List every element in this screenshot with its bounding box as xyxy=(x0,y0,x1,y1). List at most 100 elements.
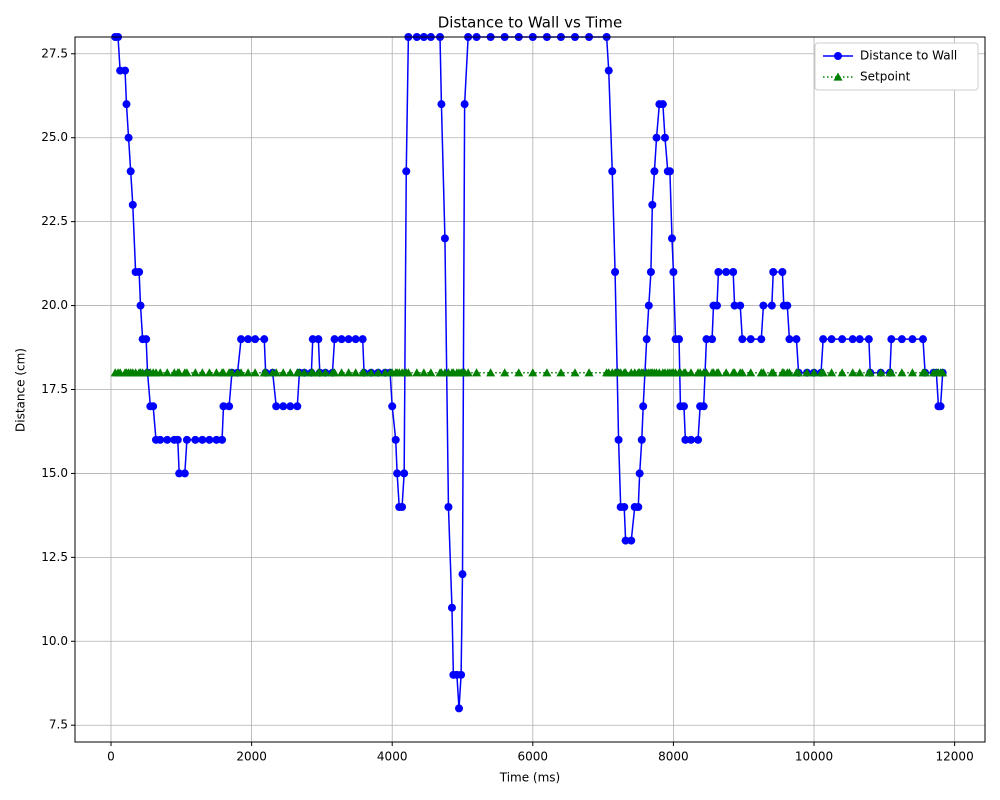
data-point xyxy=(388,402,397,411)
legend-marker xyxy=(834,52,842,60)
data-point xyxy=(604,66,613,75)
data-point xyxy=(584,368,594,377)
data-point xyxy=(936,402,945,411)
data-point xyxy=(237,335,246,344)
data-point xyxy=(344,368,354,377)
data-point xyxy=(757,335,766,344)
data-point xyxy=(261,368,271,377)
data-point xyxy=(314,335,323,344)
data-point xyxy=(865,368,875,377)
data-point xyxy=(809,368,819,377)
data-point xyxy=(440,234,449,243)
data-point xyxy=(182,368,192,377)
data-point xyxy=(694,435,703,444)
data-point xyxy=(838,335,847,344)
data-point xyxy=(897,335,906,344)
data-point xyxy=(650,167,659,176)
data-point xyxy=(486,368,496,377)
data-point xyxy=(637,435,646,444)
x-tick-label: 6000 xyxy=(518,750,549,764)
data-point xyxy=(373,368,383,377)
data-point xyxy=(702,335,711,344)
plot-frame xyxy=(74,36,986,743)
data-point xyxy=(225,402,234,411)
data-point xyxy=(542,368,552,377)
data-point xyxy=(358,335,367,344)
legend-label: Distance to Wall xyxy=(860,49,957,63)
data-point xyxy=(308,335,317,344)
data-point xyxy=(627,536,636,545)
data-point xyxy=(767,301,776,310)
data-point xyxy=(675,335,684,344)
data-point xyxy=(699,402,708,411)
data-point xyxy=(204,368,214,377)
data-point xyxy=(759,301,768,310)
data-point xyxy=(182,435,191,444)
data-point xyxy=(714,268,723,276)
data-point xyxy=(419,368,429,377)
data-point xyxy=(827,368,837,377)
data-point xyxy=(391,435,400,444)
legend-label: Setpoint xyxy=(860,70,911,84)
data-point xyxy=(463,368,473,377)
data-point xyxy=(644,301,653,310)
data-point xyxy=(768,368,778,377)
data-point xyxy=(205,435,214,444)
data-point xyxy=(219,402,228,411)
data-point xyxy=(570,368,580,377)
data-point xyxy=(737,368,747,377)
data-point xyxy=(236,368,246,377)
data-point xyxy=(639,402,648,411)
data-point xyxy=(938,368,948,377)
y-tick-label: 27.5 xyxy=(41,46,68,60)
data-point xyxy=(299,368,309,377)
data-point xyxy=(819,335,828,344)
data-point xyxy=(848,368,858,377)
data-point xyxy=(528,368,538,377)
y-axis-label: Distance (cm) xyxy=(14,348,28,432)
data-point xyxy=(918,335,927,344)
data-point xyxy=(278,368,288,377)
data-point xyxy=(457,670,466,679)
data-point xyxy=(330,368,340,377)
data-point xyxy=(447,603,456,612)
data-point xyxy=(713,368,723,377)
data-point xyxy=(614,435,623,444)
data-point xyxy=(738,335,747,344)
data-point xyxy=(646,268,655,276)
data-point xyxy=(244,335,253,344)
data-point xyxy=(121,66,130,75)
data-point xyxy=(721,368,731,377)
data-point xyxy=(126,167,135,176)
data-point xyxy=(794,368,804,377)
data-point xyxy=(403,368,413,377)
data-point xyxy=(713,301,722,310)
data-point xyxy=(136,301,145,310)
data-point xyxy=(648,200,657,209)
data-point xyxy=(175,469,184,478)
data-point xyxy=(827,335,836,344)
data-point xyxy=(769,268,778,276)
data-point xyxy=(454,704,463,713)
data-point xyxy=(784,368,794,377)
data-point xyxy=(620,503,629,511)
data-point xyxy=(156,435,165,444)
data-point xyxy=(778,268,787,276)
data-point xyxy=(460,100,469,109)
y-tick-label: 15.0 xyxy=(41,466,68,480)
legend-marker xyxy=(833,72,843,81)
data-point xyxy=(908,335,917,344)
x-tick-label: 8000 xyxy=(658,750,689,764)
data-point xyxy=(330,335,339,344)
data-point xyxy=(792,335,801,344)
data-point xyxy=(163,435,172,444)
x-axis-label: Time (ms) xyxy=(499,771,561,785)
data-point xyxy=(783,301,792,310)
data-point xyxy=(886,368,896,377)
data-point xyxy=(251,335,260,344)
y-tick-label: 20.0 xyxy=(41,298,68,312)
data-point xyxy=(556,368,566,377)
data-point xyxy=(124,133,133,142)
data-point xyxy=(285,368,295,377)
data-point xyxy=(855,335,864,344)
